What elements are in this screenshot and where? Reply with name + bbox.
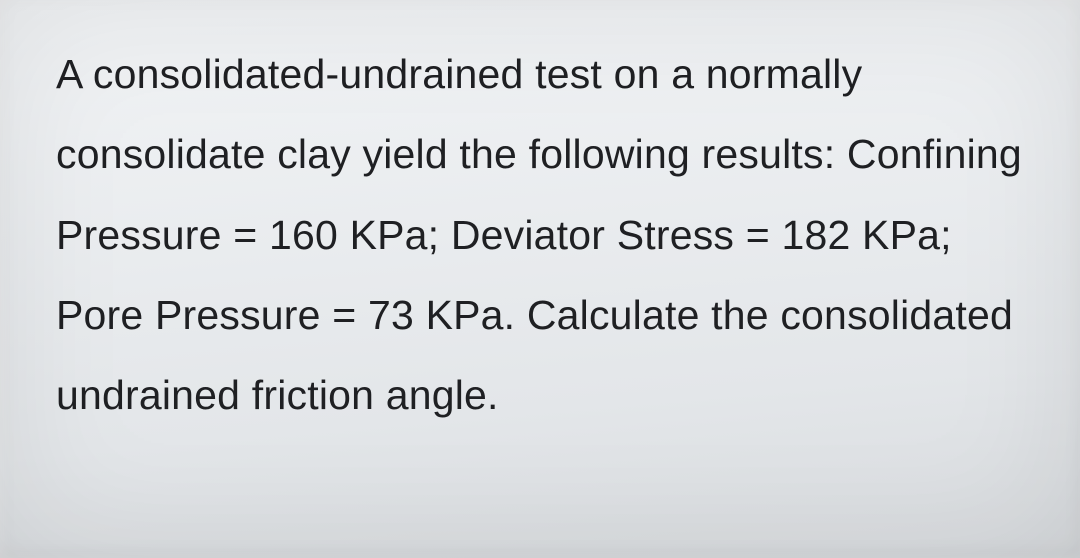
question-screen: A consolidated-undrained test on a norma… — [0, 0, 1080, 558]
problem-text: A consolidated-undrained test on a norma… — [56, 34, 1040, 436]
